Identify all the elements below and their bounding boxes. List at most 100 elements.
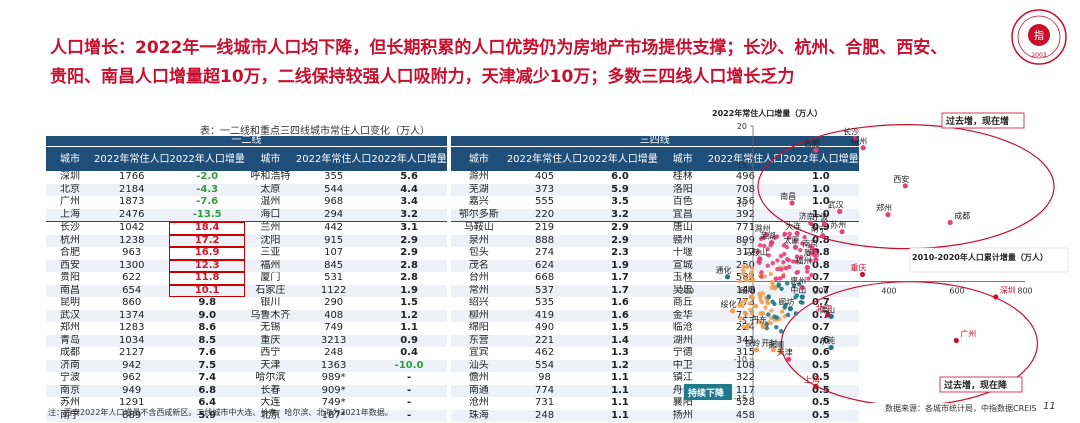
cell-inc: 0.7 (783, 322, 859, 335)
scatter-point (802, 235, 807, 240)
scatter-point-长沙 (852, 135, 858, 142)
cell-pop: 462 (506, 347, 583, 360)
scatter-point (765, 247, 770, 252)
scatter-point (747, 301, 752, 306)
scatter-point (772, 286, 778, 291)
cell-pop: 544 (295, 183, 372, 196)
cell-inc: 8.5 (169, 334, 245, 347)
scatter-point (774, 324, 779, 330)
scatter-point (766, 312, 771, 317)
table-row: 济南 942 7.5 天津 1363 -10.0 汕头 554 1.2 中卫 108 0.5 (46, 359, 859, 372)
scatter-point (766, 253, 771, 258)
point-label: 天津 (777, 347, 793, 357)
scatter-point (787, 264, 792, 270)
cell-pop: 1238 (94, 234, 170, 247)
table-caption: 表：一二线和重点三四线城市常住人口变化（万人） (200, 126, 430, 137)
cell-city: 厦门 (244, 272, 296, 285)
scatter-point (770, 282, 776, 287)
point-label: 绥化 (721, 299, 737, 309)
cell-pop: 860 (94, 297, 170, 310)
cell-pop: 949 (94, 384, 170, 397)
cell-pop: 355 (295, 171, 372, 184)
cell-city: 海口 (244, 208, 296, 222)
scatter-point-重庆 (859, 271, 866, 278)
scatter-point-丹东 (760, 323, 766, 330)
cell-city: 温州 (244, 196, 296, 209)
scatter-point (782, 251, 787, 257)
cell-city: 绍兴 (450, 297, 507, 310)
cell-pop: 1374 (94, 309, 170, 322)
cell-city: 常州 (450, 284, 507, 297)
cell-pop: 845 (295, 259, 372, 272)
scatter-point-福州 (804, 264, 810, 271)
scatter-point-成都 (947, 219, 953, 225)
scatter-point (757, 291, 762, 297)
page-headline: 人口增长：2022年一线城市人口均下降，但长期积累的人口优势仍为房地产市场提供支… (50, 34, 1010, 92)
cell-city: 商丘 (657, 297, 708, 310)
cell-pop: 942 (94, 359, 170, 372)
scatter-point (774, 276, 779, 281)
cell-pop: 108 (707, 359, 784, 372)
svg-text:过去增，现在增: 过去增，现在增 (946, 115, 1009, 127)
scatter-point (765, 263, 771, 268)
cell-pop: 2476 (94, 208, 170, 222)
cell-inc: 0.5 (783, 372, 859, 385)
point-label: 成都 (954, 210, 970, 220)
cell-inc: 1.1 (582, 384, 658, 397)
cell-pop: 963 (94, 247, 170, 260)
cell-city: 十堰 (657, 247, 708, 260)
cell-city: 石家庄 (244, 284, 296, 297)
cell-city: 南昌 (46, 284, 94, 297)
cell-city: 武汉 (46, 309, 94, 322)
point-label: 苏州 (830, 220, 846, 230)
group-header-tier12: 一二线 (46, 136, 447, 147)
point-label: 咸阳 (739, 285, 755, 295)
cell-pop: 2184 (94, 183, 170, 196)
cell-pop: 373 (506, 183, 583, 196)
table-row: 上海 2476 -13.5 海口 294 3.2 鄂尔多斯 220 3.2 宜昌 392 1.0 (46, 208, 859, 222)
y-tick-label: 5 (742, 239, 747, 248)
scatter-point (764, 322, 769, 327)
scatter-point (745, 264, 750, 269)
point-label: 北京 (816, 303, 832, 313)
scatter-point-上海 (813, 383, 819, 389)
cell-city: 南宁 (46, 409, 94, 422)
scatter-point (769, 308, 774, 313)
cell-inc: 4.4 (371, 183, 447, 196)
scatter-point (808, 244, 813, 249)
cell-city: 天津 (244, 359, 296, 372)
scatter-point (809, 272, 814, 278)
point-label: 济南 (799, 211, 815, 221)
cell-inc: 2.8 (371, 272, 447, 285)
scatter-point (785, 281, 790, 286)
cell-inc: 6.8 (169, 384, 245, 397)
annotation-left: 持续下降 (684, 384, 732, 400)
cell-inc: 2.9 (582, 234, 658, 247)
point-label: 通化 (716, 265, 732, 275)
cell-inc: - (371, 384, 447, 397)
cell-inc: 1.0 (783, 196, 859, 209)
scatter-point-东莞 (828, 344, 834, 351)
scatter-point (759, 300, 765, 305)
cell-city: 苏州 (46, 397, 94, 410)
scatter-point-通化 (724, 274, 731, 280)
point-label: 佛山 (819, 304, 835, 314)
cell-pop: 458 (707, 409, 784, 422)
scatter-point (784, 256, 790, 262)
scatter-point (759, 311, 765, 316)
cell-city: 临沧 (657, 322, 708, 335)
cell-pop: 1363 (295, 359, 372, 372)
cell-inc: 1.9 (582, 259, 658, 272)
logo-year: 2003 (1031, 52, 1046, 59)
cell-city: 嘉兴 (450, 196, 507, 209)
cell-pop: 1873 (94, 196, 170, 209)
cell-pop: 98 (506, 372, 583, 385)
col-city: 城市 (46, 146, 94, 171)
cell-city: 赣州 (657, 234, 708, 247)
cell-pop: 909* (295, 384, 372, 397)
cell-inc: 7.6 (169, 347, 245, 360)
col-pop: 2022年常住人口 (295, 146, 372, 171)
cell-pop: 1042 (94, 221, 170, 235)
y-tick-label: 10 (737, 200, 747, 209)
cell-city: 大连 (244, 397, 296, 410)
